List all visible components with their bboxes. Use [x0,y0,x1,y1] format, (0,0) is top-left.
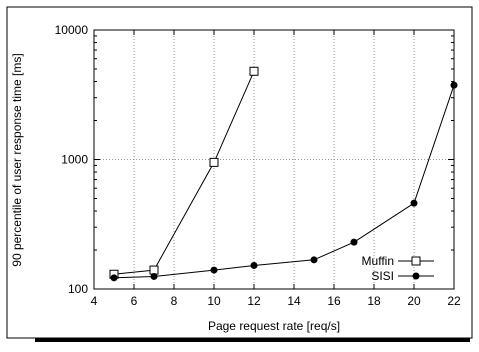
sisi-point [250,261,258,269]
x-tick-label: 4 [91,294,98,308]
y-tick-label: 100 [68,282,88,296]
x-tick-label: 20 [407,294,421,308]
y-tick-label: 1000 [61,153,88,167]
series-points [109,66,458,282]
sisi-point [410,199,418,207]
sisi-point [150,272,158,280]
y-axis-ticks: 100 1000 10000 [55,23,454,296]
sisi-line [113,85,455,279]
x-tick-label: 22 [447,294,461,308]
muffin-legend-marker [411,256,421,266]
x-tick-label: 16 [327,294,341,308]
x-tick-label: 14 [287,294,301,308]
sisi-point [210,266,218,274]
muffin-line [113,71,255,275]
muffin-point [149,265,159,275]
muffin-point [209,157,219,167]
x-tick-label: 6 [131,294,138,308]
sisi-point [110,274,118,282]
x-tick-label: 8 [171,294,178,308]
x-tick-label: 18 [367,294,381,308]
plot-border [93,29,455,290]
x-tick-label: 12 [247,294,261,308]
sisi-point [310,256,318,264]
sisi-legend-label: SISI [371,269,394,283]
muffin-legend-label: Muffin [362,254,394,268]
x-axis-ticks: 4 6 8 10 12 14 16 18 20 22 [91,30,461,308]
y-axis-label: 90 percentile of user response time [ms] [10,53,24,266]
bottom-shadow [35,338,470,342]
muffin-point [249,66,259,76]
x-axis-label: Page request rate [req/s] [208,319,340,333]
sisi-legend-marker [412,272,420,280]
outer-border [6,6,473,339]
sisi-point [350,238,358,246]
y-tick-label: 10000 [55,23,89,37]
series-lines [113,71,455,279]
x-tick-label: 10 [207,294,221,308]
